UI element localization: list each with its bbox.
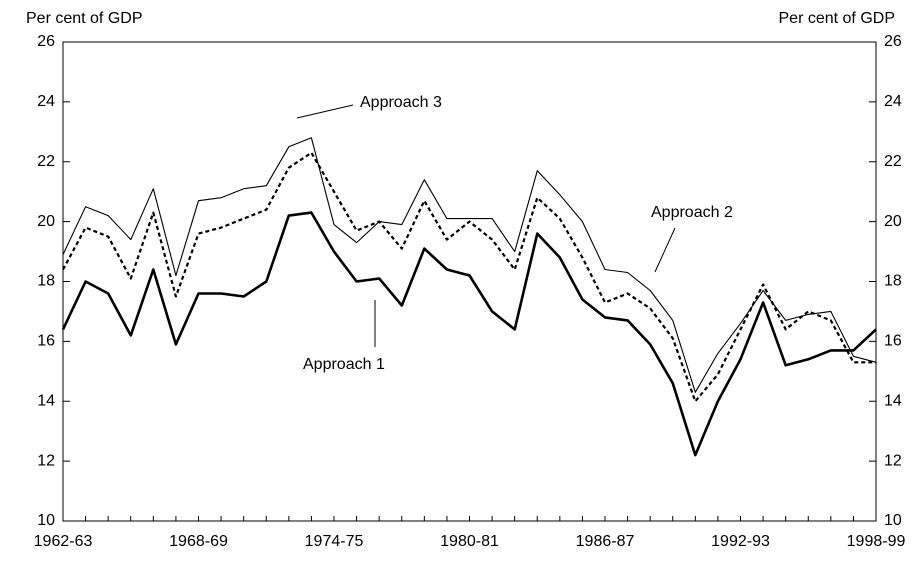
x-tick-label: 1992-93	[711, 533, 770, 550]
y2-tick-label: 22	[884, 153, 902, 170]
y-tick-label: 24	[37, 93, 55, 110]
y-tick-label: 26	[37, 33, 55, 50]
annotation: Approach 3	[360, 94, 442, 111]
leader-line	[654, 227, 676, 273]
series-line	[61, 211, 877, 457]
y-tick-label: 18	[37, 273, 55, 290]
y-tick-label: 14	[37, 392, 55, 409]
annotation: Approach 2	[651, 204, 733, 221]
x-tick-label: 1962-63	[34, 533, 93, 550]
x-tick-label: 1998-99	[847, 533, 906, 550]
y2-tick-label: 18	[884, 273, 902, 290]
y-tick-label: 20	[37, 213, 55, 230]
y-tick-label: 12	[37, 452, 55, 469]
y2-tick-label: 24	[884, 93, 902, 110]
leader-line	[296, 104, 354, 119]
y-tick-label: 10	[37, 512, 55, 529]
x-tick-label: 1986-87	[576, 533, 635, 550]
y-axis-label: Per cent of GDP	[26, 10, 143, 27]
y-tick-label: 16	[37, 333, 55, 350]
y2-tick-label: 26	[884, 33, 902, 50]
plot-frame	[62, 41, 877, 522]
x-tick-label: 1968-69	[169, 533, 228, 550]
y2-tick-label: 10	[884, 512, 902, 529]
y2-tick-label: 12	[884, 452, 902, 469]
series-line	[62, 151, 876, 403]
annotation: Approach 1	[303, 356, 385, 373]
x-tick-label: 1980-81	[440, 533, 499, 550]
y-tick-label: 22	[37, 153, 55, 170]
y2-tick-label: 14	[884, 392, 902, 409]
y2-tick-label: 16	[884, 333, 902, 350]
series-line	[62, 137, 877, 393]
y2-axis-label: Per cent of GDP	[779, 10, 896, 27]
y2-tick-label: 20	[884, 213, 902, 230]
x-tick-label: 1974-75	[305, 533, 364, 550]
